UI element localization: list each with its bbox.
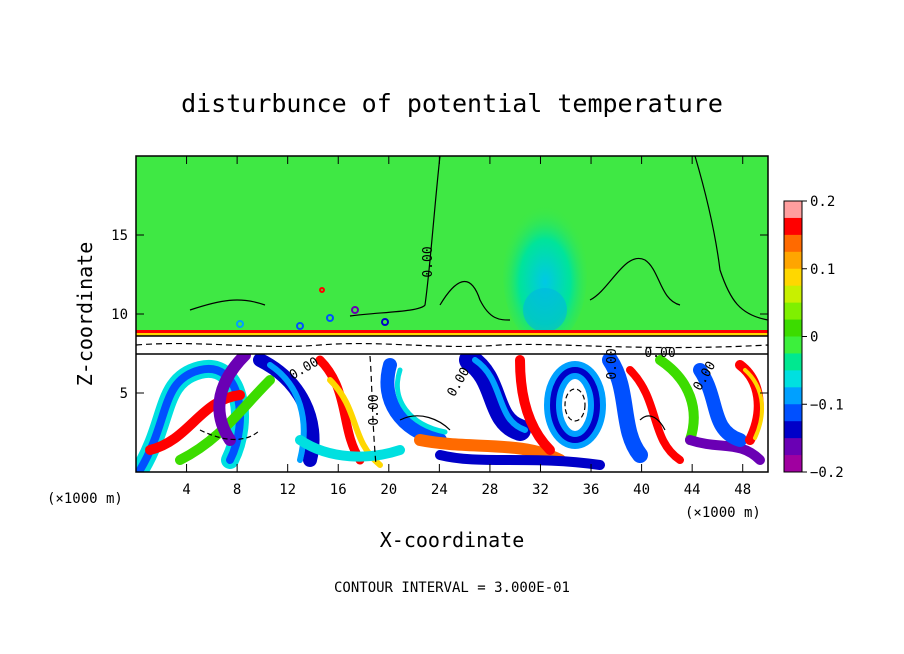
x-tick-label: 28 [481, 482, 498, 498]
colorbar-tick-label: 0 [810, 330, 818, 346]
x-tick-label: 24 [431, 482, 448, 498]
contour-lines [136, 156, 768, 466]
colorbar-swatch [784, 336, 802, 354]
y-tick-label: 15 [111, 228, 128, 244]
contour-label-3: 0.00 [367, 394, 382, 425]
colorbar-swatch [784, 455, 802, 473]
colorbar-swatch [784, 234, 802, 253]
chart-title: disturbunce of potential temperature [181, 89, 723, 118]
x-tick-label: 48 [734, 482, 751, 498]
colorbar-swatch [784, 370, 802, 388]
x-tick-label: 40 [633, 482, 650, 498]
y-axis-ticks: 5 10 15 [111, 228, 768, 402]
x-tick-label: 32 [532, 482, 549, 498]
colorbar-tick-label: −0.2 [810, 465, 844, 481]
lower-layer-pattern [136, 349, 765, 472]
contour-label-5: 0.00 [605, 348, 620, 379]
colorbar-tick-label: 0.2 [810, 194, 835, 210]
plot-area [136, 156, 768, 472]
x-tick-label: 8 [233, 482, 241, 498]
colorbar-swatch [784, 387, 802, 405]
x-tick-label: 12 [279, 482, 296, 498]
x-tick-label: 44 [684, 482, 701, 498]
y-axis-label: Z-coordinate [73, 242, 97, 387]
colorbar-swatch [784, 438, 802, 456]
colorbar-swatch [784, 353, 802, 371]
colorbar-ticks: 0.2 0.1 0 −0.1 −0.2 [802, 194, 844, 481]
colorbar-swatch [784, 201, 802, 219]
small-eddy-markers [236, 287, 389, 330]
interface-band [136, 330, 768, 355]
contour-label-1: 0.00 [421, 246, 436, 277]
colorbar-swatch [784, 251, 802, 270]
colorbar [783, 200, 803, 473]
colorbar-swatch [784, 421, 802, 439]
colorbar-tick-label: 0.1 [810, 262, 835, 278]
y-tick-label: 5 [120, 386, 128, 402]
colorbar-swatch [784, 217, 802, 236]
upper-layer-fill [136, 156, 768, 336]
colorbar-swatch [784, 285, 802, 304]
x-axis-label: X-coordinate [380, 528, 525, 552]
contour-label-6: 0.00 [644, 346, 675, 361]
x-axis-unit-left: (×1000 m) [47, 491, 123, 507]
y-tick-label: 10 [111, 307, 128, 323]
colorbar-swatch [784, 302, 802, 321]
colorbar-tick-label: −0.1 [810, 397, 844, 413]
x-axis-ticks: 4 8 12 16 20 24 28 32 36 40 44 48 [182, 156, 751, 498]
colorbar-swatch [784, 404, 802, 422]
contour-interval-note: CONTOUR INTERVAL = 3.000E-01 [334, 580, 570, 596]
colorbar-swatch [784, 319, 802, 337]
colorbar-swatch [784, 268, 802, 287]
x-tick-label: 20 [380, 482, 397, 498]
x-tick-label: 16 [330, 482, 347, 498]
cool-anomaly-core [523, 288, 567, 332]
x-tick-label: 36 [583, 482, 600, 498]
x-tick-label: 4 [182, 482, 190, 498]
x-axis-unit-right: (×1000 m) [685, 505, 761, 521]
